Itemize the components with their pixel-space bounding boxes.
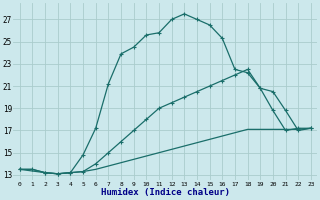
X-axis label: Humidex (Indice chaleur): Humidex (Indice chaleur) [101, 188, 230, 197]
